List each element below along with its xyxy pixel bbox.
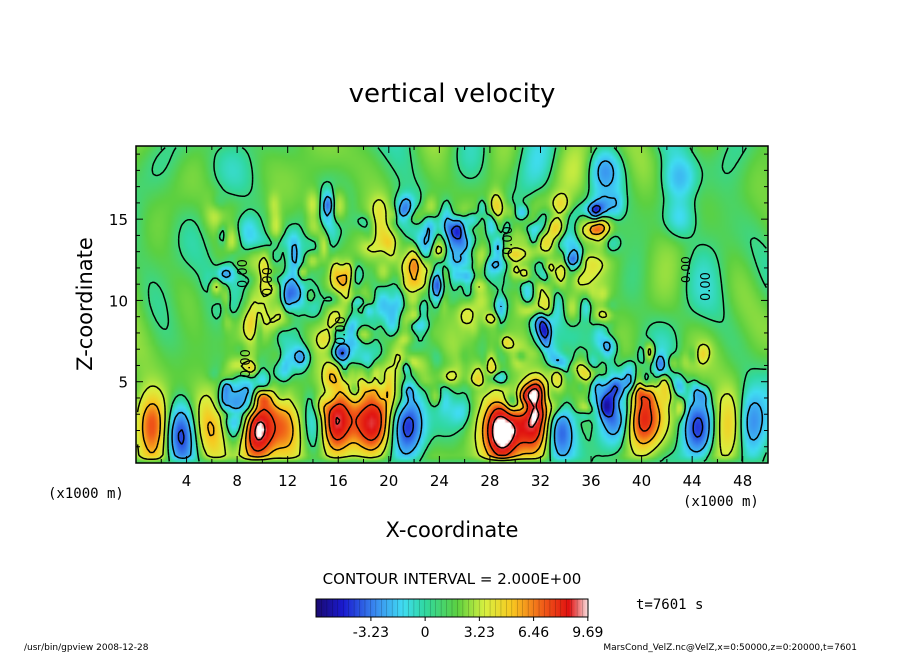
- contour-line: [136, 192, 737, 462]
- time-label: t=7601 s: [636, 597, 703, 613]
- x-axis-label: X-coordinate: [386, 518, 519, 542]
- colorbar-tick-label: 6.46: [518, 625, 549, 641]
- chart-title: vertical velocity: [349, 79, 556, 109]
- contour-interval-label: CONTOUR INTERVAL = 2.000E+00: [323, 570, 582, 588]
- x-tick-label: 20: [379, 472, 398, 490]
- y-axis: 5 10 15: [109, 153, 768, 448]
- contour-label: 0.00: [334, 316, 349, 345]
- colorbar-divisions: [321, 599, 583, 617]
- y-axis-label: Z-coordinate: [73, 237, 97, 371]
- plot-frame: [135, 145, 769, 464]
- contour-line: [249, 383, 653, 457]
- colorbar-tick-label: -3.23: [353, 625, 389, 641]
- colorbar-frame: [315, 598, 589, 618]
- colorbar-tick-label: 3.23: [464, 625, 495, 641]
- velocity-field: [136, 146, 768, 463]
- contour-label: 0.00: [679, 256, 693, 283]
- x-tick-label: 16: [329, 472, 348, 490]
- y-tick-label: 5: [118, 374, 128, 392]
- contour-label: 0.00: [236, 259, 251, 288]
- contour-label: 0.00: [501, 226, 516, 255]
- contour-label: 0.00: [239, 349, 254, 378]
- x-tick-label: 48: [733, 472, 752, 490]
- contour-line: [177, 204, 704, 445]
- y-tick-label: 10: [109, 292, 128, 310]
- contour-line: [254, 387, 540, 449]
- contour-labels: 0.00 0.00 0.00 0.00 0.00 0.00 0.00: [236, 226, 714, 378]
- x-tick-label: 44: [683, 472, 702, 490]
- footer-left: /usr/bin/gpview 2008-12-28: [24, 643, 149, 653]
- colorbar-tick-label: 0: [421, 625, 430, 641]
- x-tick-label: 12: [278, 472, 297, 490]
- x-tick-label: 40: [632, 472, 651, 490]
- y-tick-label: 15: [109, 211, 128, 229]
- x-tick-label: 4: [182, 472, 192, 490]
- footer-right: MarsCond_VelZ.nc@VelZ,x=0:50000,z=0:2000…: [603, 643, 857, 653]
- colorbar-gradient: [316, 599, 588, 617]
- x-axis: 4 8 12 16 20 24 28 32 36 40 44 48: [160, 146, 752, 490]
- contour-line: [141, 223, 661, 459]
- contour-lines: [136, 146, 768, 463]
- colorbar-tick-label: 9.69: [572, 625, 603, 641]
- contour-label: 0.00: [261, 267, 276, 296]
- x-tick-label: 24: [430, 472, 449, 490]
- contour-line: [171, 160, 764, 460]
- colorbar-ticks: -3.23 0 3.23 6.46 9.69: [353, 617, 603, 641]
- x-unit-left: (x1000 m): [48, 486, 124, 502]
- x-tick-label: 36: [581, 472, 600, 490]
- plot-area: 0.00 0.00 0.00 0.00 0.00 0.00 0.00: [135, 145, 769, 464]
- contour-line: [147, 146, 768, 463]
- x-tick-label: 28: [480, 472, 499, 490]
- x-tick-label: 32: [531, 472, 550, 490]
- x-tick-label: 8: [232, 472, 242, 490]
- contour-label: 0.00: [699, 272, 714, 301]
- x-unit-right: (x1000 m): [683, 494, 759, 510]
- colorbar: -3.23 0 3.23 6.46 9.69: [315, 598, 603, 641]
